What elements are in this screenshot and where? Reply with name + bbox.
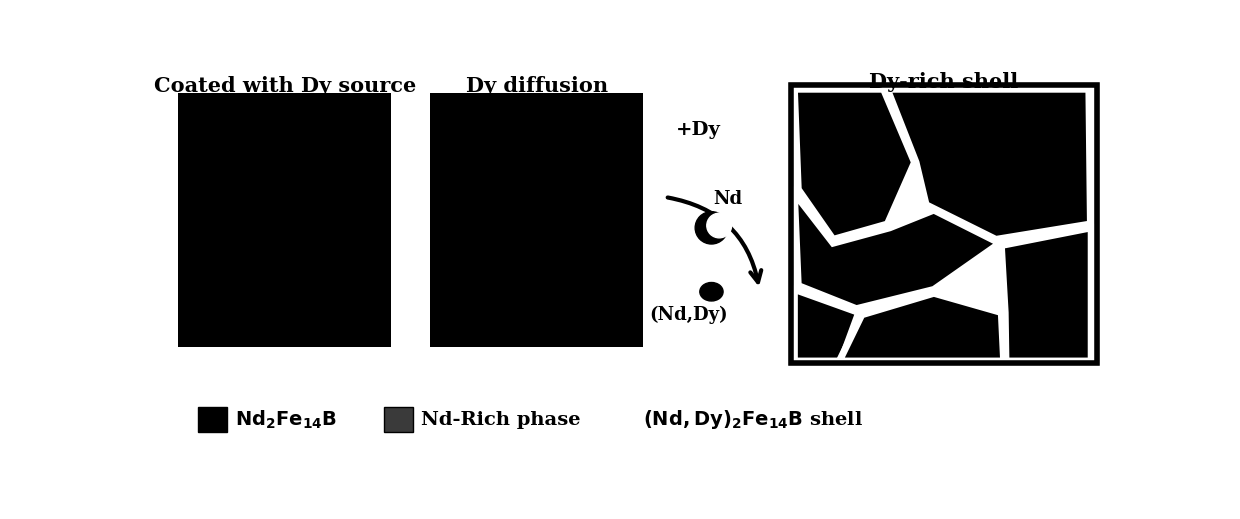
Ellipse shape: [699, 282, 723, 301]
Bar: [383, 407, 413, 432]
Polygon shape: [888, 89, 1090, 239]
Polygon shape: [1002, 228, 1091, 361]
Circle shape: [707, 213, 732, 238]
Text: Coated with Dy source: Coated with Dy source: [154, 76, 415, 96]
Bar: [197, 407, 227, 432]
Bar: [791, 86, 1096, 363]
Bar: [430, 93, 644, 347]
Text: $\mathbf{(Nd,Dy)_2Fe_{14}B}$ shell: $\mathbf{(Nd,Dy)_2Fe_{14}B}$ shell: [644, 408, 863, 431]
Bar: [179, 93, 392, 347]
Text: Nd-Rich phase: Nd-Rich phase: [420, 411, 580, 429]
Text: (Nd,Dy): (Nd,Dy): [650, 306, 728, 324]
Text: Dy diffusion: Dy diffusion: [466, 76, 608, 96]
Text: Dy-rich shell: Dy-rich shell: [869, 72, 1018, 91]
Circle shape: [696, 212, 728, 244]
Polygon shape: [839, 293, 1003, 361]
Bar: [791, 86, 1096, 363]
Polygon shape: [795, 193, 999, 309]
Polygon shape: [795, 89, 915, 239]
Text: +Dy: +Dy: [676, 121, 720, 139]
Text: Nd: Nd: [713, 190, 742, 208]
Polygon shape: [795, 290, 858, 361]
Text: $\mathbf{Nd_2Fe_{14}B}$: $\mathbf{Nd_2Fe_{14}B}$: [234, 408, 337, 431]
